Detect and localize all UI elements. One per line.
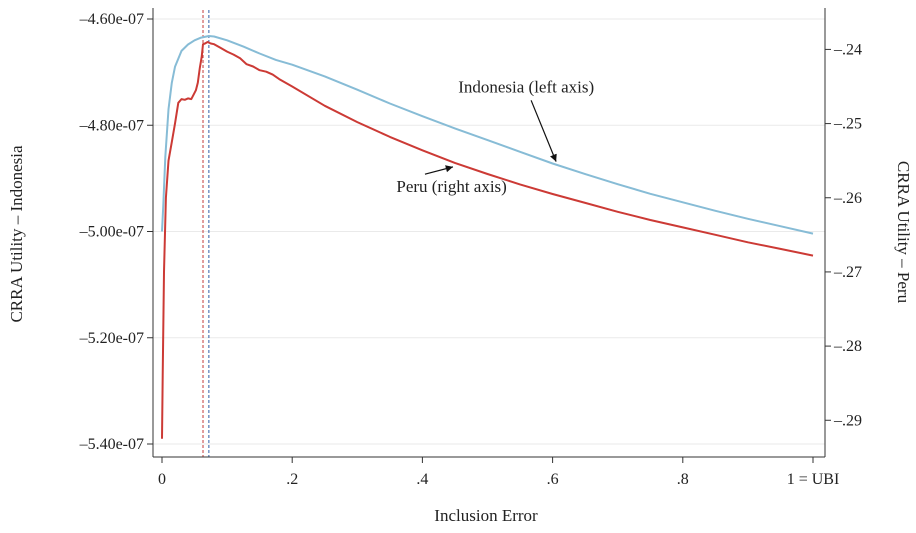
y-left-tick-label: –4.80e-07: [79, 117, 144, 134]
optimum-lines: [202, 10, 210, 457]
x-tick-label: 0: [158, 471, 166, 488]
annotations: Indonesia (left axis) Peru (right axis): [396, 77, 594, 196]
y-right-tick-label: –.26: [833, 190, 862, 207]
x-tick-label: .6: [547, 471, 559, 488]
indonesia-series-line: [161, 35, 814, 235]
x-tick-label: 1 = UBI: [787, 471, 840, 488]
gridlines: [153, 18, 825, 445]
y-right-tick-label: –.24: [833, 41, 862, 58]
y-axis-right-title: CRRA Utility – Peru: [894, 161, 913, 304]
series-lines: [161, 35, 814, 439]
y-left-tick-label: –5.20e-07: [79, 330, 144, 347]
y-right-tick-label: –.27: [833, 264, 862, 281]
y-left-tick-label: –5.00e-07: [79, 224, 144, 241]
y-right-tick-label: –.25: [833, 116, 862, 133]
y-right-tick-label: –.29: [833, 412, 862, 429]
y-axis-left-title: CRRA Utility – Indonesia: [7, 145, 26, 323]
annotation-indonesia: Indonesia (left axis): [458, 77, 594, 96]
annotation-peru: Peru (right axis): [396, 177, 506, 196]
annotation-arrow-peru: [424, 165, 454, 175]
axes: [152, 8, 826, 458]
y-left-tick-label: –4.60e-07: [79, 11, 144, 28]
annotation-arrow-indonesia: [530, 100, 557, 162]
x-axis-title: Inclusion Error: [434, 506, 538, 525]
x-tick-label: .4: [416, 471, 428, 488]
x-tick-label: .2: [286, 471, 298, 488]
peru-series-line: [161, 41, 814, 439]
y-right-tick-label: –.28: [833, 338, 862, 355]
y-left-tick-label: –5.40e-07: [79, 436, 144, 453]
ticks: –4.60e-07 –4.80e-07 –5.00e-07 –5.20e-07 –5.4…: [79, 11, 862, 488]
x-tick-label: .8: [677, 471, 689, 488]
